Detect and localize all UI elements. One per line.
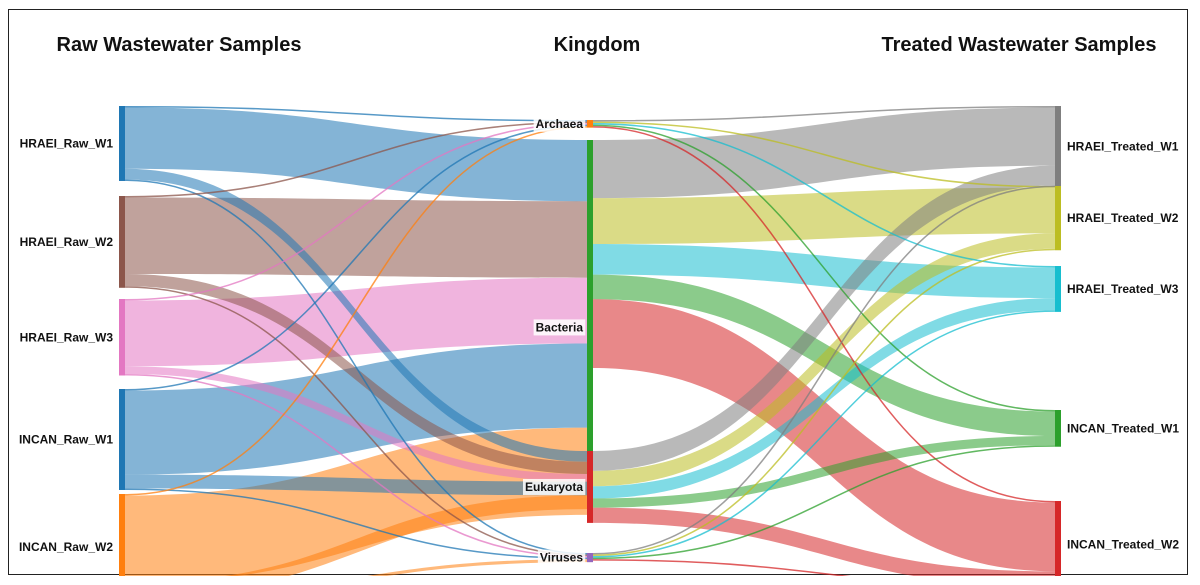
link-incan-raw-w1-to-eukaryota [125,474,587,496]
labels-layer: HRAEI_Raw_W1 HRAEI_Raw_W2 HRAEI_Raw_W3 INCA… [19,115,1179,566]
link-incan-raw-w1-to-viruses [124,488,588,560]
label-archaea: Archaea [536,117,584,131]
label-viruses: Viruses [540,551,583,565]
link-hraei-raw-w2-to-bacteria [125,197,587,278]
link-archaea-to-incan-treated-w2 [592,126,1056,503]
link-eukaryota-to-hraei-treated-w3 [593,298,1055,499]
node-incan-raw-w2 [119,494,125,576]
label-incan-treated-w1: INCAN_Treated_W1 [1067,421,1179,435]
label-bg-viruses [537,549,586,566]
node-hraei-raw-w2 [119,196,125,288]
link-bacteria-to-hraei-treated-w1 [593,107,1055,199]
sankey-figure: HRAEI_Raw_W1 HRAEI_Raw_W2 HRAEI_Raw_W3 INCA… [8,9,1188,576]
label-incan-treated-w2: INCAN_Treated_W2 [1067,538,1179,552]
link-hraei-raw-w2-to-eukaryota [125,274,587,474]
node-hraei-treated-w2 [1055,186,1061,251]
label-incan-raw-w1: INCAN_Raw_W1 [19,432,113,446]
label-bg-eukaryota [522,478,586,495]
label-bg-archaea [533,115,586,132]
link-viruses-to-hraei-treated-w3 [592,310,1056,558]
node-bacteria [587,140,593,515]
label-incan-raw-w2: INCAN_Raw_W2 [19,540,113,554]
link-eukaryota-to-incan-treated-w2 [593,507,1055,576]
label-hraei-treated-w2: HRAEI_Treated_W2 [1067,211,1179,225]
link-hraei-raw-w1-to-archaea [124,106,588,122]
heading-raw-samples: Raw Wastewater Samples [57,34,302,56]
node-eukaryota [587,451,593,523]
node-hraei-raw-w1 [119,106,125,181]
label-hraei-raw-w1: HRAEI_Raw_W1 [20,136,114,150]
node-hraei-treated-w3 [1055,266,1061,312]
link-eukaryota-to-incan-treated-w1 [593,436,1055,508]
label-hraei-treated-w1: HRAEI_Treated_W1 [1067,140,1179,154]
link-hraei-raw-w2-to-archaea [124,121,588,198]
node-incan-treated-w2 [1055,501,1061,576]
link-bacteria-to-hraei-treated-w3 [593,244,1055,299]
heading-treated-samples: Treated Wastewater Samples [882,34,1157,56]
link-hraei-raw-w1-to-bacteria [125,107,587,202]
link-hraei-raw-w3-to-archaea [124,123,588,301]
heading-kingdom: Kingdom [554,34,641,56]
label-hraei-raw-w3: HRAEI_Raw_W3 [20,330,114,344]
link-incan-raw-w2-to-archaea [124,126,588,496]
link-viruses-to-incan-treated-w2 [592,559,851,576]
link-incan-raw-w1-to-archaea [124,124,588,391]
link-incan-raw-w2-to-eukaryota [225,495,587,576]
link-eukaryota-to-hraei-treated-w1 [593,165,1055,471]
node-incan-treated-w1 [1055,410,1061,447]
link-archaea-to-hraei-treated-w2 [592,121,1056,188]
node-viruses [587,553,593,563]
label-eukaryota: Eukaryota [525,480,583,494]
link-viruses-to-hraei-treated-w1 [592,185,1056,555]
label-hraei-treated-w3: HRAEI_Treated_W3 [1067,282,1179,296]
link-viruses-to-incan-treated-w1 [592,445,1056,560]
nodes-layer [119,106,1061,576]
link-archaea-to-hraei-treated-w1 [592,106,1056,122]
link-eukaryota-to-hraei-treated-w2 [593,233,1055,487]
label-bg-bacteria [533,319,586,336]
node-hraei-treated-w1 [1055,106,1061,188]
link-viruses-to-hraei-treated-w2 [592,248,1056,557]
link-archaea-to-incan-treated-w1 [592,124,1056,412]
link-hraei-raw-w3-to-eukaryota [125,366,587,482]
label-bacteria: Bacteria [536,320,584,334]
link-hraei-raw-w3-to-viruses [124,373,588,558]
sankey-diagram: HRAEI_Raw_W1 HRAEI_Raw_W2 HRAEI_Raw_W3 INCA… [19,34,1179,576]
link-hraei-raw-w2-to-viruses [124,286,588,557]
links-layer [124,106,1056,576]
link-archaea-to-hraei-treated-w3 [592,123,1056,268]
label-hraei-raw-w2: HRAEI_Raw_W2 [20,235,114,249]
link-hraei-raw-w1-to-eukaryota [125,168,587,462]
node-incan-raw-w1 [119,389,125,490]
node-hraei-raw-w3 [119,299,125,376]
link-hraei-raw-w1-to-viruses [124,179,588,555]
link-bacteria-to-incan-treated-w2 [593,299,1055,572]
link-incan-raw-w1-to-bacteria [125,343,587,475]
node-archaea [587,120,593,128]
